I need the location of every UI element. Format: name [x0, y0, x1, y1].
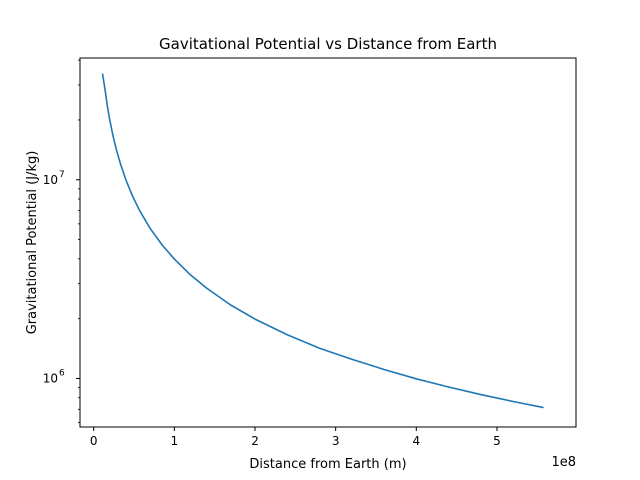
plot-frame [79, 57, 577, 428]
plot-layer [101, 73, 544, 409]
x-tick-label: 2 [251, 434, 259, 448]
x-offset-label: 1e8 [551, 455, 576, 470]
y-tick-exponent: 6 [59, 368, 65, 378]
y-axis-label: Gravitational Potential (J/kg) [25, 151, 40, 335]
y-tick-label: 10 [43, 371, 58, 385]
x-tick-label: 5 [493, 434, 501, 448]
x-tick-label: 3 [332, 434, 340, 448]
x-tick-label: 0 [90, 434, 98, 448]
x-axis-label: Distance from Earth (m) [249, 457, 406, 472]
y-tick-label: 10 [43, 173, 58, 187]
x-tick-label: 4 [412, 434, 420, 448]
series-line-0 [101, 73, 544, 409]
chart-title: Gavitational Potential vs Distance from … [159, 35, 497, 53]
x-tick-label: 1 [171, 434, 179, 448]
y-tick-exponent: 7 [59, 170, 65, 180]
